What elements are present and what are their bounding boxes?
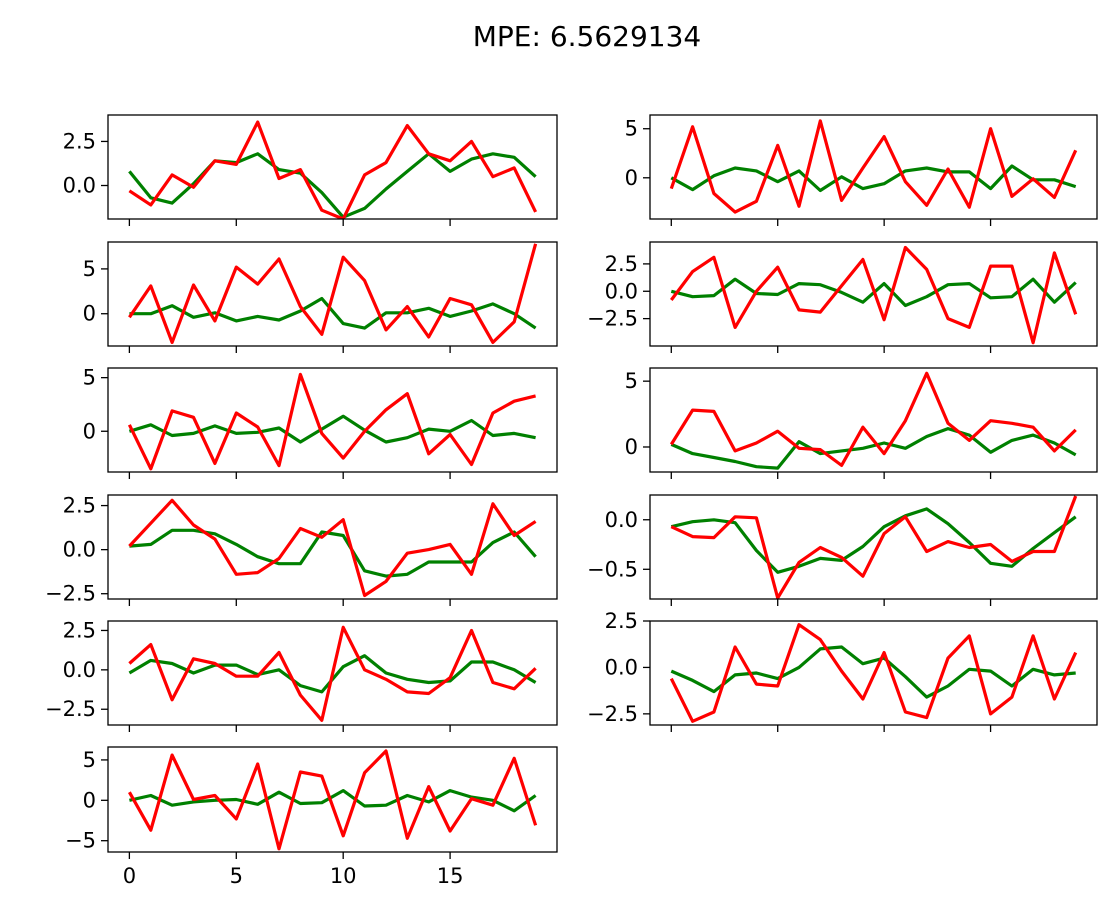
y-tick-label: −5 (65, 829, 96, 853)
y-tick-label: 0.0 (63, 538, 96, 562)
subplot-10: −2.5 0.0 2.5 (587, 609, 1098, 732)
green-series-line (129, 788, 537, 813)
axes-frame (107, 746, 558, 853)
green-series-line (129, 528, 537, 578)
y-tick-label: 2.5 (605, 609, 638, 633)
red-series-line (670, 495, 1078, 599)
red-series-line (670, 245, 1078, 345)
x-tick-label: 15 (437, 864, 464, 888)
x-tick-label: 10 (330, 864, 357, 888)
y-tick-label: 0.0 (605, 508, 638, 532)
axes-frame (649, 494, 1098, 600)
y-tick-label: −2.5 (45, 582, 96, 606)
y-tick-label: 5 (625, 117, 638, 141)
axes-frame (107, 494, 558, 600)
subplot-6: 05 (625, 367, 1098, 479)
subplot-2: 05 (625, 114, 1098, 226)
subplot-1: 0.0 2.5 (63, 114, 558, 226)
y-tick-label: 0 (83, 788, 96, 812)
green-series-line (670, 507, 1077, 574)
green-series-line (129, 296, 537, 330)
x-tick-label: 5 (230, 864, 243, 888)
y-tick-label: 0 (83, 302, 96, 326)
y-tick-label: −2.5 (45, 697, 96, 721)
red-series-line (669, 119, 1078, 214)
y-tick-label: 5 (83, 748, 96, 772)
subplot-8: −0.5 0.0 (587, 494, 1098, 606)
y-tick-label: 0 (625, 166, 638, 190)
y-tick-label: 2.5 (63, 129, 96, 153)
y-tick-label: −0.5 (587, 557, 638, 581)
y-tick-label: 0.0 (63, 658, 96, 682)
red-series-line (669, 371, 1077, 467)
y-tick-label: 2.5 (63, 618, 96, 642)
y-tick-label: 5 (83, 257, 96, 281)
green-series-line (128, 414, 536, 444)
red-series-line (128, 625, 537, 722)
x-tick-label: 0 (123, 864, 136, 888)
subplot-3: 05 (83, 241, 558, 353)
axes-frame (107, 241, 558, 347)
y-tick-label: 2.5 (605, 252, 638, 276)
red-series-line (669, 623, 1078, 723)
subplot-4: −2.5 0.0 2.5 (587, 241, 1098, 353)
subplot-9: −2.5 0.0 2.5 (45, 618, 558, 732)
y-tick-label: 0.0 (605, 279, 638, 303)
y-tick-label: 0 (83, 419, 96, 443)
green-series-line (128, 152, 537, 219)
green-series-line (670, 427, 1077, 470)
axes-frame (649, 114, 1098, 220)
y-tick-label: 5 (83, 366, 96, 390)
green-series-line (670, 164, 1077, 193)
axes-frame (649, 620, 1098, 726)
y-tick-label: 2.5 (63, 494, 96, 518)
axes-frame (107, 114, 558, 220)
green-series-line (670, 645, 1076, 699)
red-series-line (128, 120, 538, 219)
y-tick-label: 5 (625, 369, 638, 393)
axes-frame (649, 241, 1098, 347)
subplot-5: 05 (83, 366, 558, 479)
subplots-grid: 0.02.50505−2.50.02.50505−2.50.02.5−0.50.… (45, 114, 1098, 888)
subplot-7: −2.5 0.0 2.5 (45, 494, 558, 606)
axes-frame (107, 620, 558, 726)
subplot-11: −5 0 5 0 5 10 15 (65, 746, 558, 888)
y-tick-label: 0.0 (63, 174, 96, 198)
red-series-line (128, 243, 538, 344)
y-tick-label: 0.0 (605, 655, 638, 679)
red-series-line (128, 749, 538, 851)
axes-frame (649, 367, 1098, 473)
red-series-line (128, 498, 537, 598)
chart-title: MPE: 6.5629134 (473, 20, 701, 53)
y-tick-label: −2.5 (587, 702, 638, 726)
y-tick-label: −2.5 (587, 307, 638, 331)
red-series-line (127, 372, 536, 471)
axes-frame (107, 367, 558, 473)
y-tick-label: 0 (625, 435, 638, 459)
